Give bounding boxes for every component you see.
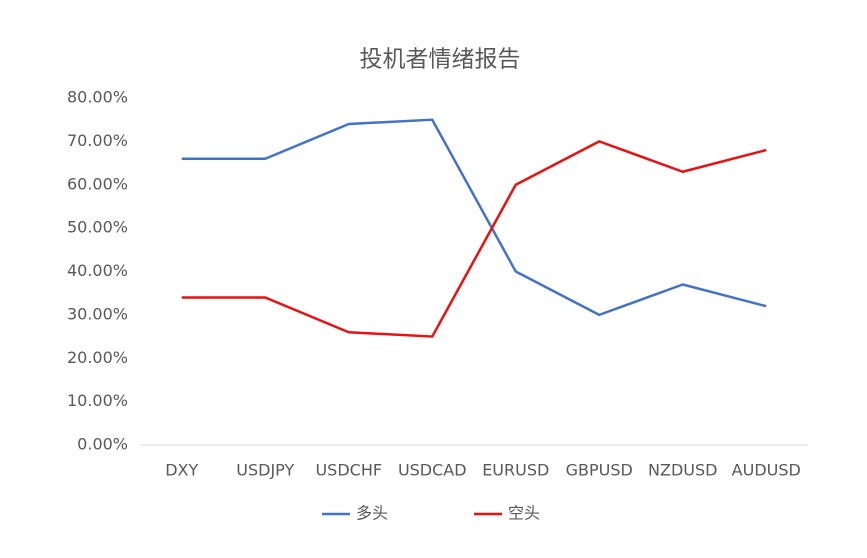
y-tick-label: 30.00% xyxy=(67,304,128,323)
x-tick-label: USDCHF xyxy=(315,461,382,480)
legend-label: 空头 xyxy=(508,504,540,523)
series-line xyxy=(181,140,767,338)
y-tick-label: 50.00% xyxy=(67,218,128,237)
x-tick-label: GBPUSD xyxy=(566,461,633,480)
series-line xyxy=(181,118,767,317)
chart-title: 投机者情绪报告 xyxy=(360,47,521,73)
y-tick-label: 60.00% xyxy=(67,174,128,193)
x-tick-label: USDJPY xyxy=(236,461,294,480)
x-tick-label: NZDUSD xyxy=(648,461,717,480)
y-tick-label: 80.00% xyxy=(67,88,128,107)
x-tick-label: EURUSD xyxy=(482,461,549,480)
legend-label: 多头 xyxy=(356,504,388,523)
y-tick-label: 40.00% xyxy=(67,261,128,280)
x-tick-label: AUDUSD xyxy=(732,461,801,480)
y-tick-label: 10.00% xyxy=(67,391,128,410)
y-tick-label: 70.00% xyxy=(67,131,128,150)
x-tick-label: DXY xyxy=(165,461,198,480)
x-tick-label: USDCAD xyxy=(398,461,467,480)
y-tick-label: 0.00% xyxy=(77,435,128,454)
y-tick-label: 20.00% xyxy=(67,348,128,367)
